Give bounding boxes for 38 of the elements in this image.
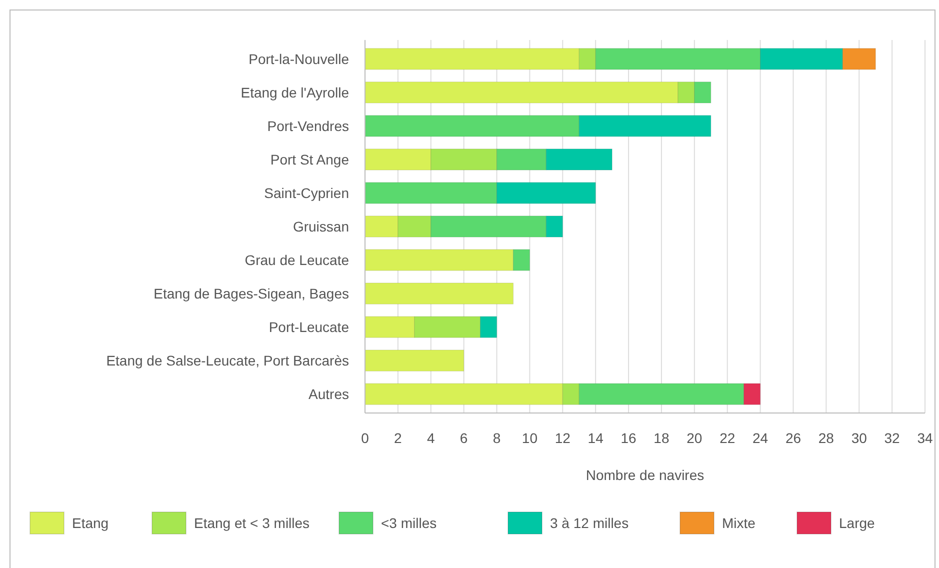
y-tick-label: Grau de Leucate: [244, 252, 350, 268]
x-tick-label: 28: [818, 430, 834, 446]
y-tick-label: Gruissan: [292, 218, 349, 234]
y-tick-label: Port-Vendres: [267, 118, 349, 134]
x-tick-label: 2: [394, 430, 402, 446]
x-tick-label: 14: [588, 430, 604, 446]
x-tick-label: 10: [522, 430, 538, 446]
legend-label: Etang et < 3 milles: [194, 514, 310, 531]
x-tick-label: 6: [460, 430, 468, 446]
y-tick-label: Port St Ange: [270, 151, 350, 168]
x-tick-label: 30: [851, 430, 868, 446]
legend-label: Mixte: [722, 514, 756, 531]
x-tick-label: 24: [752, 430, 768, 446]
y-tick-label: Etang de l'Ayrolle: [240, 84, 350, 100]
x-tick-label: 16: [620, 430, 637, 446]
x-tick-label: 18: [654, 430, 670, 446]
y-tick-label: Port-la-Nouvelle: [248, 50, 350, 67]
bar: [364, 282, 514, 304]
x-tick-label: 26: [785, 430, 802, 446]
x-axis-title: Nombre de navires: [586, 467, 704, 483]
x-tick-label: 20: [686, 430, 702, 446]
y-tick-label: Port-Leucate: [268, 318, 350, 335]
bar: [364, 350, 464, 372]
x-tick-label: 0: [361, 430, 370, 446]
x-tick-label: 8: [492, 430, 501, 446]
y-tick-label: Etang de Bages-Sigean, Bages: [154, 285, 349, 302]
y-tick-label: Etang de Salse-Leucate, Port Barcarès: [106, 352, 349, 368]
x-tick-label: 34: [917, 430, 933, 446]
legend-label: Etang: [72, 514, 109, 531]
legend-label: Large: [839, 514, 876, 531]
x-tick-label: 4: [426, 430, 435, 446]
x-tick-label: 12: [554, 430, 571, 446]
legend-label: <3 milles: [381, 514, 437, 531]
y-tick-label: Autres: [308, 386, 349, 402]
legend-label: 3 à 12 milles: [550, 514, 629, 531]
y-tick-label: Saint-Cyprien: [264, 184, 349, 201]
x-tick-label: 32: [884, 430, 900, 446]
x-tick-label: 22: [720, 430, 736, 446]
